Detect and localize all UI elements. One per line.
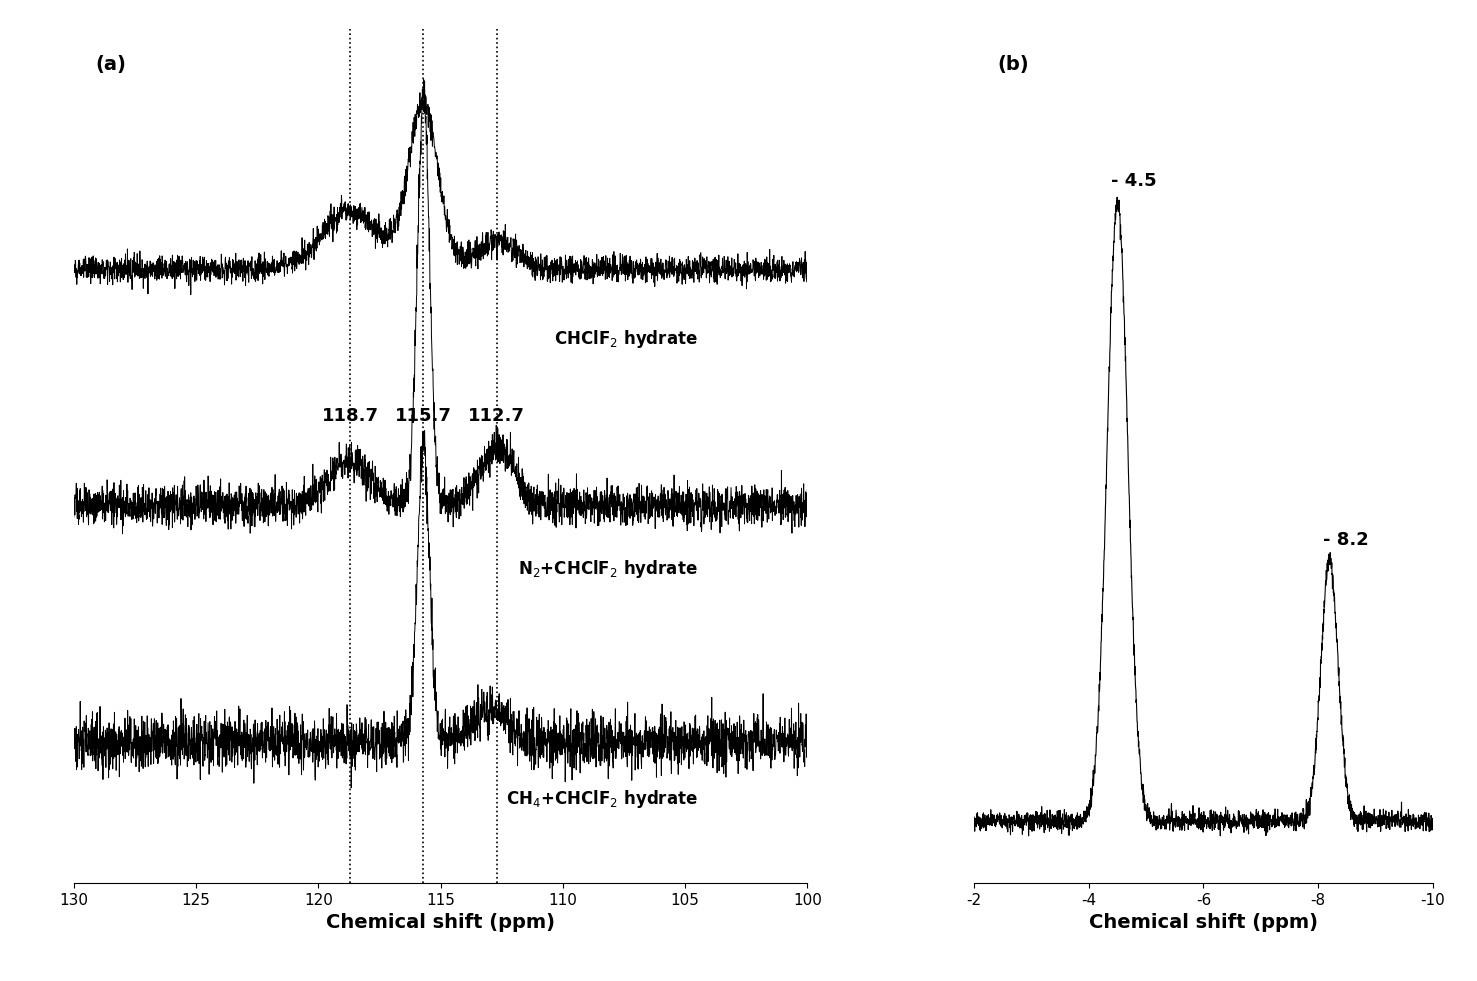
Text: CH$_4$+CHClF$_2$ hydrate: CH$_4$+CHClF$_2$ hydrate (505, 788, 697, 809)
X-axis label: Chemical shift (ppm): Chemical shift (ppm) (1089, 913, 1317, 932)
Text: 115.7: 115.7 (394, 407, 452, 425)
Text: (a): (a) (96, 55, 127, 74)
Text: 118.7: 118.7 (322, 407, 378, 425)
Text: - 4.5: - 4.5 (1111, 173, 1156, 190)
Text: (b): (b) (997, 55, 1029, 74)
Text: CHClF$_2$ hydrate: CHClF$_2$ hydrate (554, 328, 697, 350)
Text: N$_2$+CHClF$_2$ hydrate: N$_2$+CHClF$_2$ hydrate (518, 558, 697, 580)
Text: 112.7: 112.7 (468, 407, 526, 425)
Text: - 8.2: - 8.2 (1323, 531, 1368, 549)
X-axis label: Chemical shift (ppm): Chemical shift (ppm) (326, 913, 555, 932)
